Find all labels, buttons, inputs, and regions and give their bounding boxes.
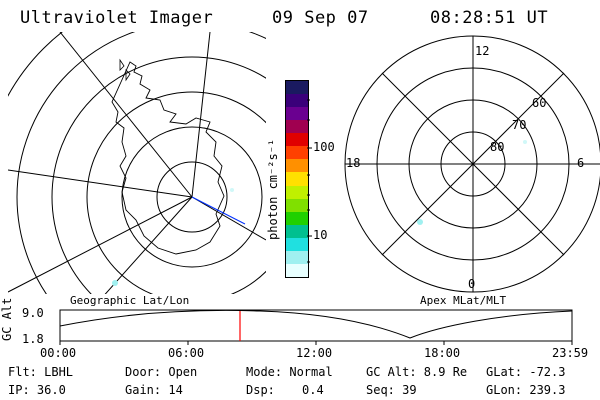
colorbar-swatch xyxy=(286,94,308,108)
altitude-ytick-high: 9.0 xyxy=(22,306,44,320)
colorbar-swatch xyxy=(286,81,308,95)
colorbar-swatch xyxy=(286,146,308,160)
time-tick-1800: 18:00 xyxy=(424,346,461,360)
colorbar-swatch xyxy=(286,263,308,277)
seq-info: Seq: 39 xyxy=(366,383,417,397)
colorbar xyxy=(285,80,309,278)
gc-alt-info: GC Alt: 8.9 Re xyxy=(366,365,468,379)
instrument-title: Ultraviolet Imager xyxy=(20,8,214,28)
altitude-ylabel: GC Alt xyxy=(0,297,14,341)
glon-info: GLon: 239.3 xyxy=(486,383,566,397)
colorbar-swatch xyxy=(286,133,308,147)
colorbar-swatch xyxy=(286,250,308,264)
dsp-label: Dsp: xyxy=(246,383,275,397)
time-tick-0000: 00:00 xyxy=(40,346,77,360)
time-tick-0600: 06:00 xyxy=(168,346,205,360)
filter-info: Flt: LBHL xyxy=(8,365,74,379)
dsp-value: 0.4 xyxy=(302,383,324,397)
ip-info: IP: 36.0 xyxy=(8,383,66,397)
mlt-label-18: 18 xyxy=(346,156,361,170)
left-panel-label: Geographic Lat/Lon xyxy=(70,294,190,307)
lat-label-70: 70 xyxy=(512,118,527,132)
door-info: Door: Open xyxy=(125,365,198,379)
colorbar-tick-100: 100 xyxy=(313,140,335,154)
lat-label-80: 80 xyxy=(490,140,505,154)
colorbar-swatch xyxy=(286,198,308,212)
right-panel-label: Apex MLat/MLT xyxy=(420,294,507,307)
glat-info: GLat: -72.3 xyxy=(486,365,566,379)
time-label: 08:28:51 UT xyxy=(430,8,549,28)
date-label: 09 Sep 07 xyxy=(272,8,369,28)
colorbar-swatch xyxy=(286,211,308,225)
lat-label-60: 60 xyxy=(532,96,547,110)
colorbar-swatch xyxy=(286,159,308,173)
mlt-label-0: 0 xyxy=(468,277,476,291)
mlt-label-6: 6 xyxy=(577,156,585,170)
colorbar-swatch xyxy=(286,172,308,186)
colorbar-swatch xyxy=(286,185,308,199)
colorbar-swatch xyxy=(286,237,308,251)
mode-info: Mode: Normal xyxy=(246,365,333,379)
mlt-label-12: 12 xyxy=(475,44,490,58)
colorbar-swatch xyxy=(286,107,308,121)
altitude-ytick-low: 1.8 xyxy=(22,332,44,346)
gain-info: Gain: 14 xyxy=(125,383,183,397)
colorbar-tick-10: 10 xyxy=(313,228,328,242)
colorbar-swatch xyxy=(286,224,308,238)
colorbar-swatch xyxy=(286,120,308,134)
time-tick-1200: 12:00 xyxy=(296,346,333,360)
time-tick-2359: 23:59 xyxy=(552,346,589,360)
